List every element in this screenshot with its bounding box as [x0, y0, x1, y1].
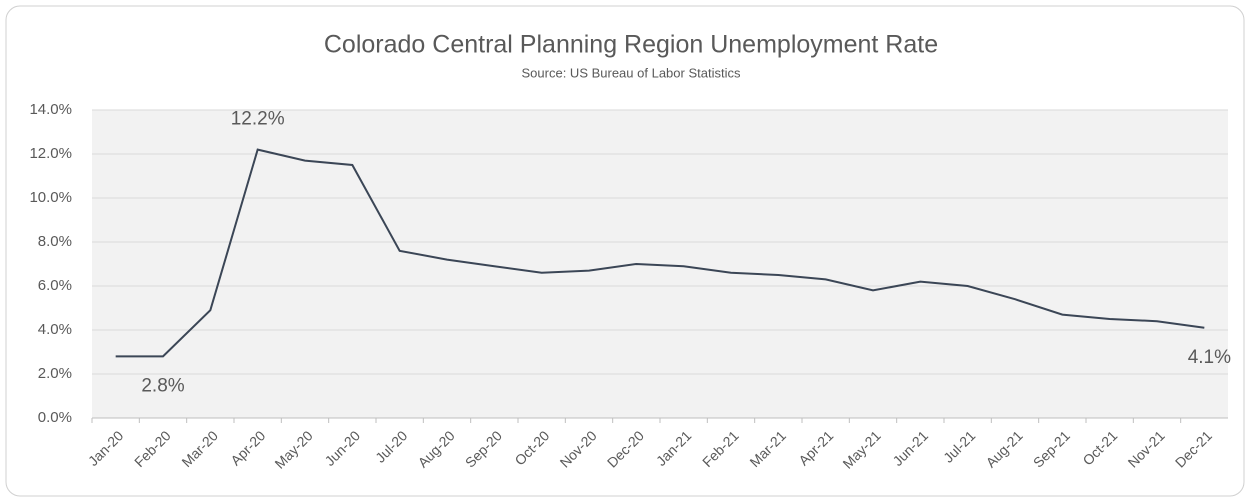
- y-tick-label: 8.0%: [38, 233, 72, 250]
- data-label: 2.8%: [141, 375, 184, 396]
- data-label: 12.2%: [231, 109, 285, 130]
- y-tick-label: 0.0%: [38, 409, 72, 426]
- y-tick-label: 4.0%: [38, 321, 72, 338]
- chart-title: Colorado Central Planning Region Unemplo…: [324, 31, 938, 59]
- y-tick-label: 12.0%: [29, 145, 72, 162]
- y-tick-label: 14.0%: [29, 101, 72, 118]
- plot-area: [92, 110, 1228, 418]
- chart-subtitle: Source: US Bureau of Labor Statistics: [522, 65, 741, 80]
- line: [115, 148, 1205, 358]
- y-tick-label: 2.0%: [38, 365, 72, 382]
- y-tick-label: 6.0%: [38, 277, 72, 294]
- data-label: 4.1%: [1188, 347, 1231, 368]
- y-tick-label: 10.0%: [29, 189, 72, 206]
